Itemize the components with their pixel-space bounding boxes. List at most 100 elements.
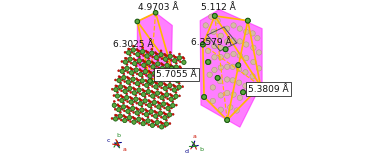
Circle shape: [131, 77, 135, 81]
Circle shape: [215, 76, 220, 80]
Circle shape: [169, 97, 173, 101]
Circle shape: [166, 119, 167, 121]
Circle shape: [178, 95, 180, 97]
Circle shape: [148, 74, 152, 78]
Circle shape: [169, 81, 171, 83]
Circle shape: [159, 53, 163, 57]
Circle shape: [155, 94, 157, 97]
Circle shape: [164, 113, 166, 115]
Circle shape: [119, 85, 123, 89]
Circle shape: [170, 88, 172, 90]
Circle shape: [114, 88, 118, 92]
Circle shape: [119, 111, 121, 113]
Circle shape: [126, 109, 130, 113]
Circle shape: [120, 98, 124, 103]
Circle shape: [156, 112, 158, 114]
Circle shape: [154, 55, 158, 60]
Text: c: c: [107, 138, 110, 143]
Circle shape: [155, 82, 157, 84]
Circle shape: [149, 100, 150, 102]
Circle shape: [231, 38, 236, 43]
Circle shape: [159, 102, 161, 105]
Circle shape: [160, 66, 164, 70]
Circle shape: [212, 14, 217, 18]
Circle shape: [117, 78, 121, 83]
Circle shape: [115, 94, 119, 98]
Circle shape: [152, 62, 154, 64]
Circle shape: [157, 101, 159, 103]
Circle shape: [133, 58, 135, 60]
Circle shape: [144, 90, 146, 92]
Circle shape: [133, 62, 137, 66]
Circle shape: [122, 76, 126, 80]
Circle shape: [141, 88, 144, 90]
Circle shape: [225, 64, 230, 69]
Circle shape: [130, 62, 132, 64]
Circle shape: [113, 94, 115, 97]
Circle shape: [160, 125, 164, 129]
Circle shape: [132, 98, 133, 100]
Circle shape: [151, 65, 155, 69]
Circle shape: [131, 106, 135, 111]
Circle shape: [153, 10, 158, 15]
Circle shape: [119, 76, 121, 78]
Circle shape: [129, 121, 132, 123]
Circle shape: [124, 51, 126, 53]
Circle shape: [126, 105, 128, 107]
Circle shape: [158, 111, 163, 115]
Circle shape: [159, 82, 163, 86]
Circle shape: [236, 66, 242, 72]
Circle shape: [136, 121, 138, 123]
Circle shape: [174, 94, 178, 98]
Circle shape: [174, 65, 178, 69]
Circle shape: [202, 95, 206, 99]
Circle shape: [217, 78, 223, 84]
Circle shape: [157, 76, 161, 80]
Circle shape: [163, 70, 165, 72]
Circle shape: [177, 56, 181, 60]
Circle shape: [163, 112, 165, 114]
Circle shape: [245, 18, 250, 23]
Circle shape: [125, 58, 128, 60]
Circle shape: [161, 76, 164, 78]
Polygon shape: [137, 13, 172, 81]
Circle shape: [135, 111, 139, 115]
Circle shape: [174, 68, 176, 70]
Circle shape: [128, 57, 132, 61]
Circle shape: [241, 90, 245, 95]
Circle shape: [180, 79, 182, 81]
Circle shape: [154, 85, 158, 89]
Circle shape: [139, 68, 141, 70]
Circle shape: [153, 114, 158, 118]
Circle shape: [177, 88, 179, 90]
Circle shape: [167, 113, 172, 117]
Circle shape: [158, 73, 160, 75]
Circle shape: [138, 108, 139, 111]
Circle shape: [179, 69, 183, 74]
Circle shape: [170, 107, 172, 109]
Circle shape: [147, 57, 150, 59]
Circle shape: [129, 54, 131, 56]
Circle shape: [118, 117, 120, 120]
Circle shape: [225, 118, 229, 122]
Circle shape: [237, 53, 243, 58]
Circle shape: [124, 116, 126, 118]
Circle shape: [151, 65, 155, 69]
Circle shape: [141, 105, 143, 107]
Circle shape: [145, 79, 147, 81]
Circle shape: [146, 74, 147, 76]
Circle shape: [151, 48, 153, 50]
Circle shape: [118, 88, 120, 90]
Circle shape: [183, 70, 185, 72]
Circle shape: [118, 76, 120, 78]
Circle shape: [151, 94, 155, 98]
Circle shape: [132, 91, 136, 95]
Circle shape: [166, 106, 170, 111]
Circle shape: [121, 79, 124, 81]
Circle shape: [156, 88, 158, 90]
Circle shape: [146, 93, 148, 95]
Circle shape: [180, 76, 184, 80]
Circle shape: [140, 82, 142, 84]
Circle shape: [165, 67, 167, 69]
Circle shape: [225, 118, 229, 122]
